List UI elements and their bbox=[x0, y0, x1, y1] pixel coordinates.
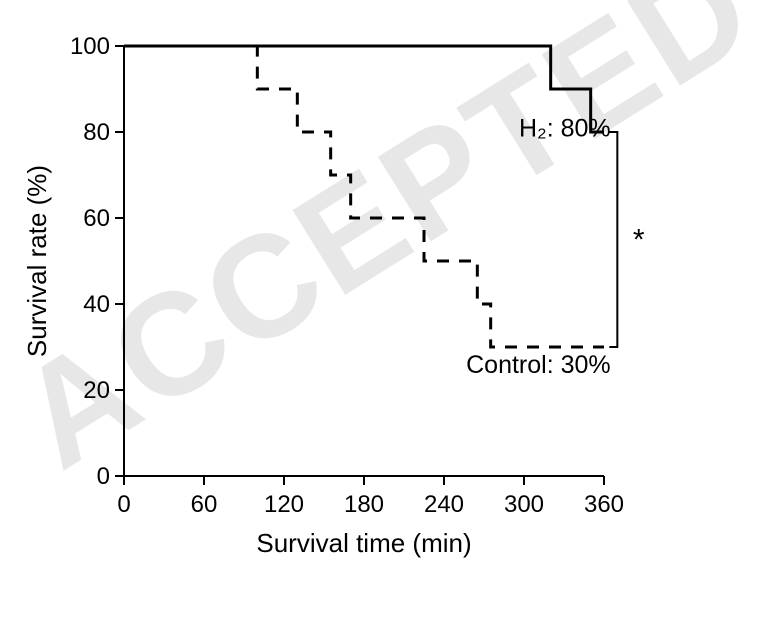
y-tick-label: 60 bbox=[83, 205, 110, 232]
x-tick-label: 180 bbox=[344, 491, 384, 518]
axes bbox=[124, 46, 604, 476]
x-tick-label: 120 bbox=[264, 491, 304, 518]
x-tick-label: 0 bbox=[117, 491, 130, 518]
y-tick-label: 0 bbox=[97, 463, 110, 490]
series-label-H2: H₂: 80% bbox=[519, 114, 611, 142]
x-tick-label: 300 bbox=[504, 491, 544, 518]
significance-bracket bbox=[609, 132, 617, 347]
series-Control bbox=[124, 46, 604, 347]
y-tick-label: 80 bbox=[83, 119, 110, 146]
y-tick-label: 100 bbox=[70, 33, 110, 60]
significance-star: * bbox=[633, 224, 645, 257]
survival-chart: 0 60 120 180 240 300 360 Survival time (min) 0 20… bbox=[0, 0, 763, 634]
x-tick-label: 60 bbox=[191, 491, 218, 518]
series-label-Control: Control: 30% bbox=[466, 351, 611, 379]
y-tick-label: 20 bbox=[83, 377, 110, 404]
x-tick-label: 360 bbox=[584, 491, 624, 518]
y-tick-label: 40 bbox=[83, 291, 110, 318]
y-axis-label: Survival rate (%) bbox=[22, 165, 52, 357]
x-axis-label: Survival time (min) bbox=[256, 528, 471, 558]
chart-svg: 0 60 120 180 240 300 360 Survival time (min) 0 20… bbox=[0, 0, 763, 634]
x-tick-label: 240 bbox=[424, 491, 464, 518]
